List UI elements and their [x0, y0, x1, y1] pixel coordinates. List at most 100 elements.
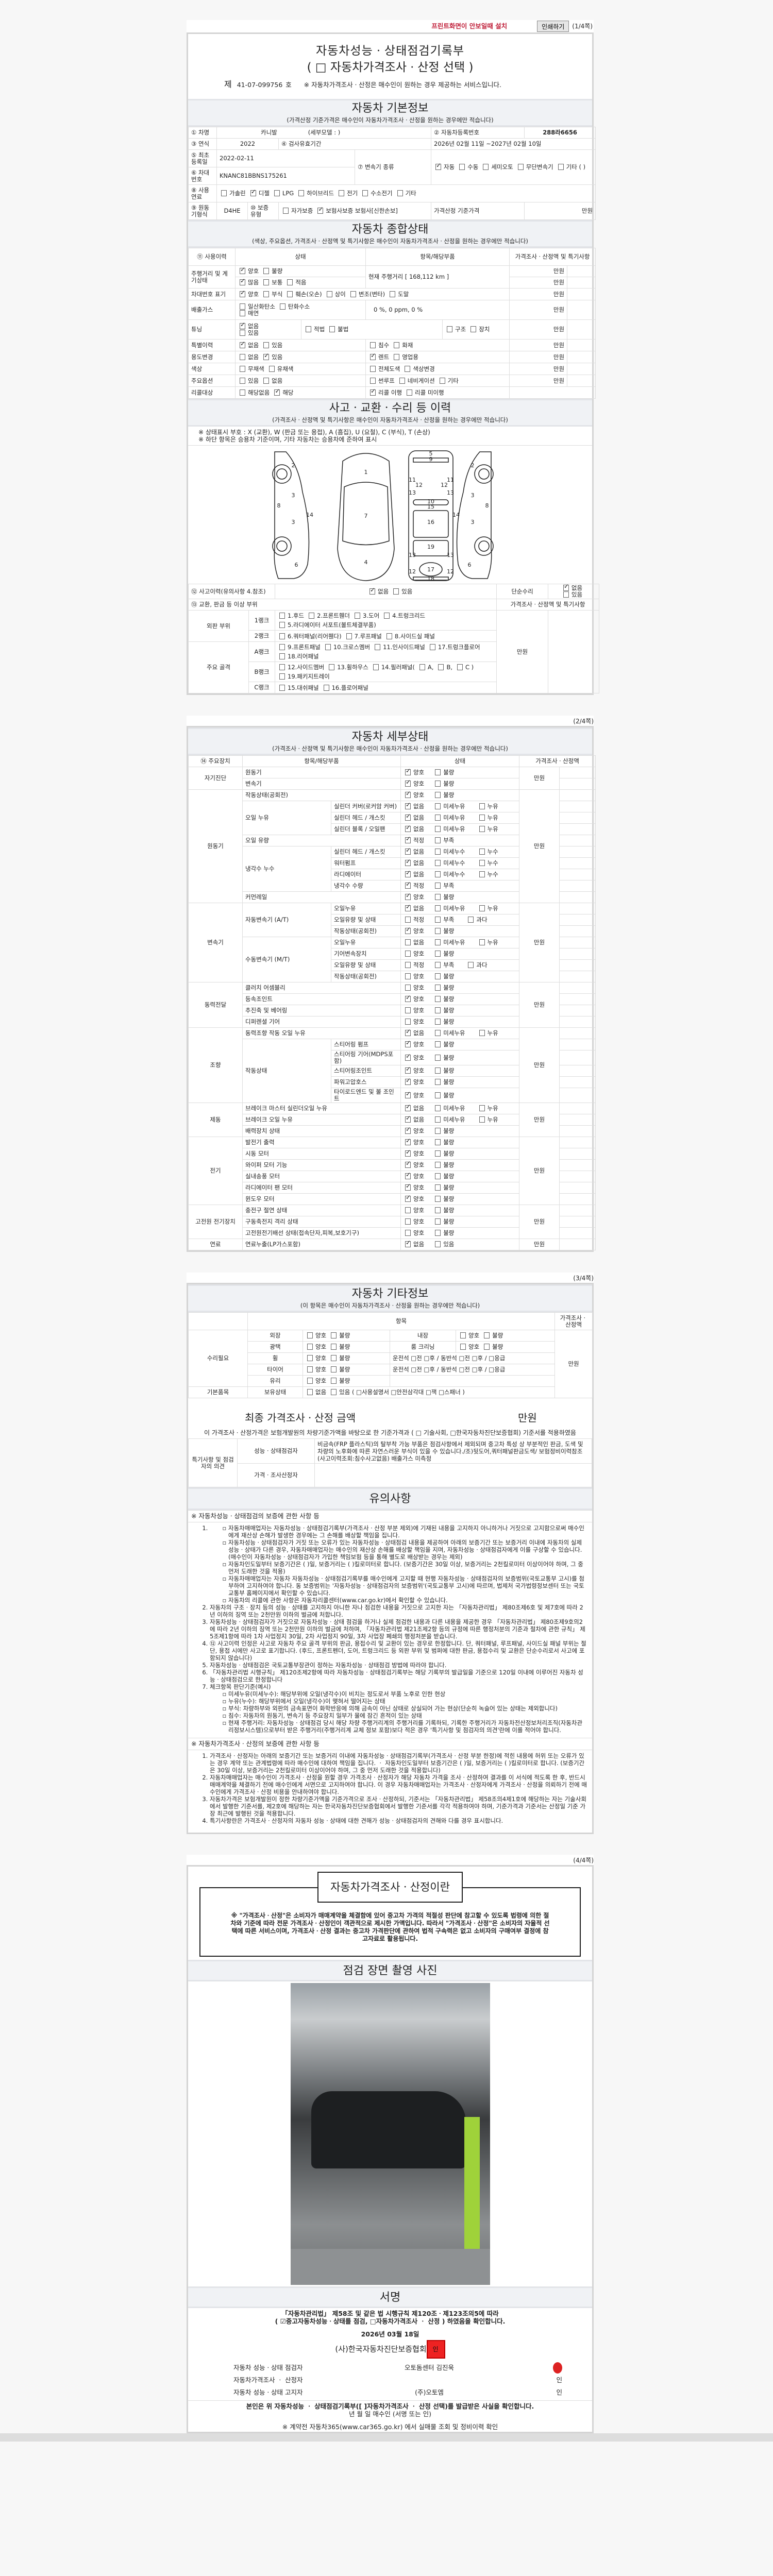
checkbox-option[interactable]: 누유 [478, 803, 498, 810]
checkbox-option[interactable]: 부족 [433, 883, 454, 889]
checkbox-icon[interactable] [405, 985, 411, 991]
checkbox-option[interactable]: 5.라디에이터 서포트(볼트체결부품) [278, 620, 376, 630]
checkbox-option[interactable]: 미세누수 [433, 871, 465, 878]
checkbox-icon[interactable] [435, 1067, 441, 1074]
checkbox-option[interactable]: 적정 [404, 836, 424, 844]
checkbox-icon[interactable] [435, 1116, 441, 1123]
checkbox-option[interactable]: 누유 [478, 1116, 498, 1123]
checkbox-icon[interactable] [331, 1355, 337, 1361]
install-link[interactable]: 프린트화면이 안보일때 설치 [431, 22, 508, 30]
checkbox-option[interactable]: 변조(변타) [349, 291, 385, 298]
checkbox-option[interactable]: LPG [273, 190, 294, 197]
checkbox-option[interactable]: 양호 [238, 290, 259, 298]
checkbox-option[interactable]: 하이브리드 [297, 190, 334, 197]
checkbox-option[interactable]: 4.트렁크리드 [382, 611, 425, 620]
checkbox-icon[interactable] [435, 1173, 441, 1179]
checkbox-option[interactable]: 썬루프 [368, 377, 395, 384]
checkbox-icon[interactable] [435, 1184, 441, 1191]
checkbox-icon[interactable] [447, 326, 453, 332]
checked-box-icon[interactable] [405, 926, 411, 934]
checkbox-option[interactable]: 미세누유 [433, 1116, 465, 1123]
checkbox-icon[interactable] [407, 389, 412, 396]
checkbox-icon[interactable] [287, 291, 293, 297]
checkbox-option[interactable]: 불량 [433, 1150, 454, 1157]
checkbox-icon[interactable] [405, 1019, 411, 1025]
checkbox-option[interactable]: 적정 [404, 917, 424, 923]
checkbox-icon[interactable] [435, 1218, 441, 1225]
checkbox-option[interactable]: 가솔린 [220, 190, 246, 197]
checkbox-option[interactable]: 누수 [478, 871, 498, 878]
checkbox-option[interactable]: 14.필러패널( [372, 663, 415, 672]
checked-box-icon[interactable] [370, 388, 376, 396]
checkbox-option[interactable]: 불량 [433, 1019, 454, 1025]
checkbox-icon[interactable] [435, 803, 441, 809]
checkbox-option[interactable]: 양호 [404, 926, 424, 935]
checkbox-option[interactable]: 양호 [404, 1218, 424, 1225]
checkbox-icon[interactable] [435, 951, 441, 957]
checkbox-option[interactable]: 해당 [273, 388, 294, 396]
print-button[interactable]: 인쇄하기 [537, 21, 569, 32]
checkbox-icon[interactable] [355, 613, 361, 619]
checked-box-icon[interactable] [240, 290, 245, 297]
checkbox-option[interactable]: 불량 [433, 985, 454, 991]
checkbox-icon[interactable] [435, 1092, 441, 1098]
checkbox-icon[interactable] [325, 644, 331, 650]
checkbox-icon[interactable] [435, 792, 441, 798]
checkbox-option[interactable]: 1.후드 [278, 611, 304, 620]
checkbox-option[interactable]: 없음 [404, 1115, 424, 1123]
checked-box-icon[interactable] [563, 583, 569, 591]
checkbox-icon[interactable] [435, 871, 441, 877]
checkbox-icon[interactable] [438, 664, 444, 670]
checked-box-icon[interactable] [405, 779, 411, 787]
checkbox-option[interactable]: 양호 [404, 973, 424, 980]
checked-box-icon[interactable] [405, 813, 411, 821]
checkbox-option[interactable]: 과다 [466, 962, 488, 969]
checkbox-icon[interactable] [350, 291, 356, 297]
checkbox-option[interactable]: 없음 [238, 341, 259, 349]
checkbox-icon[interactable] [326, 291, 332, 297]
checkbox-icon[interactable] [298, 190, 305, 196]
checked-box-icon[interactable] [250, 189, 256, 196]
checkbox-icon[interactable] [405, 939, 411, 945]
checkbox-option[interactable]: 무단변속기 [516, 164, 553, 171]
checked-box-icon[interactable] [405, 790, 411, 798]
checkbox-icon[interactable] [563, 591, 569, 598]
checkbox-option[interactable]: 미세누유 [433, 905, 465, 912]
checkbox-option[interactable]: 불량 [433, 1230, 454, 1236]
checkbox-option[interactable]: 있음 [562, 591, 582, 598]
checkbox-icon[interactable] [279, 664, 285, 670]
checkbox-option[interactable]: 불량 [329, 1344, 350, 1350]
checkbox-icon[interactable] [384, 613, 390, 619]
checkbox-icon[interactable] [435, 769, 441, 775]
checkbox-option[interactable]: 양호 [306, 1366, 326, 1373]
checkbox-option[interactable]: 불량 [433, 1007, 454, 1014]
checkbox-icon[interactable] [435, 1196, 441, 1202]
checked-box-icon[interactable] [405, 768, 411, 775]
checkbox-icon[interactable] [470, 326, 477, 332]
checkbox-option[interactable]: 양호 [404, 1149, 424, 1157]
checkbox-option[interactable]: 불량 [433, 973, 454, 980]
checkbox-icon[interactable] [394, 342, 400, 348]
checkbox-icon[interactable] [435, 883, 441, 889]
checkbox-option[interactable]: 불량 [433, 1054, 454, 1061]
checkbox-option[interactable]: 색상변경 [403, 365, 435, 372]
checkbox-option[interactable]: 양호 [404, 892, 424, 901]
checkbox-option[interactable]: 수동 [458, 164, 478, 171]
checkbox-option[interactable]: 19.패키지트레이 [278, 672, 330, 681]
checkbox-icon[interactable] [484, 1332, 490, 1338]
checkbox-option[interactable]: 양호 [238, 266, 259, 275]
checkbox-option[interactable]: 렌트 [368, 352, 389, 361]
checkbox-option[interactable]: 불량 [433, 951, 454, 957]
checkbox-icon[interactable] [375, 644, 381, 650]
checkbox-icon[interactable] [307, 1344, 313, 1350]
checkbox-icon[interactable] [373, 664, 379, 670]
checkbox-option[interactable]: 부족 [433, 962, 454, 969]
checkbox-icon[interactable] [435, 973, 441, 979]
checkbox-option[interactable]: 양호 [404, 1194, 424, 1202]
checkbox-icon[interactable] [307, 1378, 313, 1384]
checked-box-icon[interactable] [405, 1028, 411, 1036]
checkbox-icon[interactable] [435, 1241, 441, 1247]
checkbox-icon[interactable] [279, 622, 285, 628]
checkbox-option[interactable]: 많음 [238, 278, 259, 286]
checkbox-option[interactable]: 양호 [404, 1183, 424, 1191]
